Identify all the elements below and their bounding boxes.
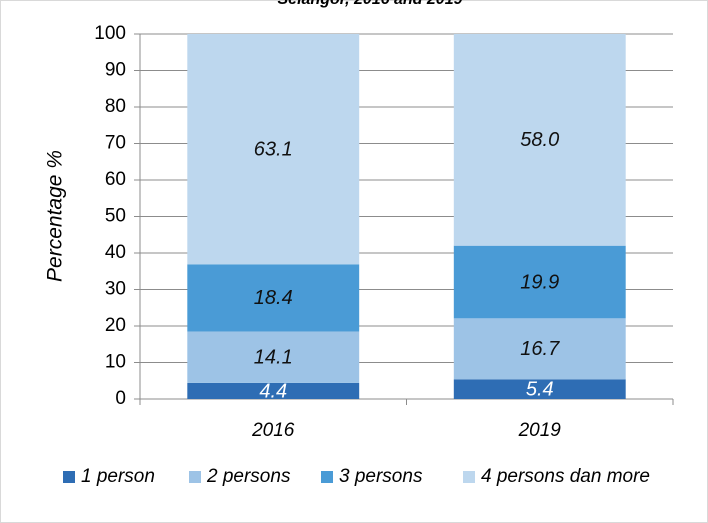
legend-label: 3 persons	[339, 466, 423, 487]
bar-segment	[453, 379, 626, 399]
bar-segment	[453, 318, 626, 380]
legend-swatch	[321, 471, 333, 483]
y-tick-label: 50	[105, 206, 126, 227]
legend-swatch	[463, 471, 475, 483]
y-tick-label: 40	[105, 242, 126, 263]
legend-label: 1 person	[81, 466, 155, 487]
chart-title: Selangor, 2016 and 2019	[278, 0, 463, 8]
y-tick-label: 80	[105, 96, 126, 117]
y-tick-label: 20	[105, 315, 126, 336]
legend-label: 2 persons	[206, 466, 291, 487]
data-label: 18.4	[254, 287, 293, 309]
data-label: 4.4	[259, 380, 287, 402]
bar-segment	[187, 264, 360, 332]
data-label: 63.1	[254, 138, 293, 160]
y-axis-label: Percentage %	[44, 150, 67, 282]
bar-segment	[453, 245, 626, 319]
y-tick-label: 30	[105, 279, 126, 300]
data-label: 16.7	[520, 338, 560, 360]
y-tick-label: 0	[115, 388, 126, 409]
bar-segment	[187, 331, 360, 383]
legend-label: 4 persons dan more	[481, 466, 650, 487]
data-label: 58.0	[520, 129, 559, 151]
bar-segment	[187, 34, 360, 265]
bar-segment	[453, 34, 626, 246]
x-tick-label: 2019	[518, 420, 562, 441]
y-tick-label: 100	[94, 23, 126, 44]
data-label: 14.1	[254, 346, 293, 368]
data-label: 19.9	[520, 271, 559, 293]
y-tick-label: 60	[105, 169, 126, 190]
x-tick-label: 2016	[251, 420, 295, 441]
bar-segment	[187, 382, 360, 399]
y-tick-label: 10	[105, 352, 126, 373]
y-tick-label: 90	[105, 60, 126, 81]
y-tick-label: 70	[105, 133, 126, 154]
data-label: 5.4	[526, 378, 554, 400]
legend-swatch	[189, 471, 201, 483]
legend-swatch	[63, 471, 75, 483]
